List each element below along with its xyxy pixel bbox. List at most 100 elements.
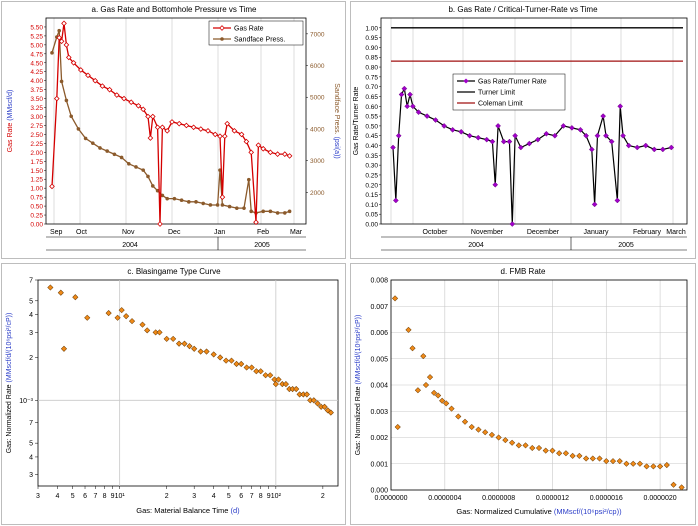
- data-point: [60, 345, 68, 352]
- month-label: Jan: [214, 229, 225, 236]
- data-point: [144, 327, 151, 334]
- y-tick-label: 0.10: [365, 202, 378, 209]
- ratio-point: [651, 146, 658, 153]
- data-point: [279, 381, 286, 388]
- x-tick-label: 7: [250, 493, 254, 500]
- data-point: [576, 452, 583, 459]
- ratio-point: [625, 142, 632, 149]
- pressure-point: [83, 136, 88, 141]
- gas-rate-point: [49, 183, 55, 190]
- ratio-point: [583, 132, 589, 139]
- gas-rate-point: [53, 95, 60, 102]
- y-tick-label: 0.85: [365, 55, 378, 62]
- data-point: [289, 385, 296, 393]
- ratio-point: [543, 130, 550, 137]
- data-point: [482, 429, 489, 436]
- plot-frame: [390, 279, 688, 491]
- pressure-point: [227, 204, 232, 209]
- pressure-point: [64, 98, 69, 103]
- y-axis-units: (MMscf/d/(10⁶psi²/cP)): [6, 313, 13, 383]
- pressure-point: [76, 127, 81, 131]
- gas-rate-point: [65, 54, 72, 61]
- data-point: [405, 326, 412, 333]
- data-point: [583, 455, 590, 462]
- y-tick-label: 0.35: [365, 153, 378, 160]
- data-point: [318, 403, 325, 410]
- panel-turner-rate: b. Gas Rate / Critical-Turner-Rate vs Ti…: [350, 1, 696, 259]
- data-point: [522, 442, 529, 449]
- chart-d: d. FMB Rate 0.0000000 0.0000004 0.0000008 0.…: [355, 267, 688, 516]
- data-point: [114, 314, 121, 321]
- gas-rate-point: [157, 221, 163, 227]
- ratio-point: [500, 138, 507, 145]
- pressure-point: [287, 209, 292, 214]
- data-point: [191, 345, 198, 352]
- data-point: [657, 463, 664, 470]
- y-tick-label: 0.70: [365, 84, 378, 91]
- ratio-point: [410, 103, 416, 110]
- y-tick-label: 0.65: [365, 94, 378, 101]
- pressure-point: [208, 203, 213, 207]
- data-point: [443, 400, 450, 407]
- gas-rate-point: [164, 128, 171, 134]
- pressure-point: [98, 146, 102, 150]
- y-tick-label: 0.002: [370, 435, 388, 442]
- y-tick-label-left: 1.25: [30, 177, 43, 184]
- ratio-point: [407, 91, 413, 98]
- data-point: [310, 397, 317, 404]
- pressure-point: [172, 196, 177, 201]
- data-point: [609, 458, 617, 465]
- gas-rate-point: [121, 95, 127, 102]
- gas-rate-point: [231, 128, 238, 134]
- year-label: 2005: [618, 242, 634, 249]
- gas-rate-point: [219, 194, 226, 200]
- pressure-point: [50, 51, 54, 55]
- ratio-point: [608, 138, 615, 145]
- series-line-gas-rate: [51, 23, 290, 225]
- panel-fmb-rate: d. FMB Rate 0.0000000 0.0000004 0.0000008 0.…: [350, 263, 696, 525]
- gas-rate-point: [99, 83, 106, 89]
- x-tick-label: 10¹: [115, 493, 126, 500]
- gas-rate-point: [212, 131, 219, 138]
- month-label: Nov: [122, 229, 135, 236]
- y-axis-label: Gas: Normalized Rate (MMscf/d/(10⁶psi²/c…: [6, 313, 13, 454]
- y-tick-label: 0.50: [365, 123, 378, 130]
- data-point: [47, 284, 54, 291]
- ratio-point: [517, 144, 524, 151]
- gas-rate-point: [56, 34, 63, 41]
- pressure-point: [160, 193, 165, 198]
- y-tick-label: 5: [29, 298, 33, 305]
- y-tick-label: 5: [29, 441, 33, 448]
- data-point: [170, 335, 177, 342]
- y-tick-label: 0.008: [370, 278, 388, 285]
- y-tick-label-left: 4.75: [30, 51, 43, 58]
- month-label: November: [471, 229, 504, 236]
- ratio-point: [588, 146, 595, 153]
- data-point: [391, 295, 399, 302]
- y-axis-units-right: (psi(a)): [333, 137, 340, 159]
- gas-rate-point: [248, 149, 255, 156]
- y-tick-label: 0.003: [370, 409, 388, 416]
- x-tick-label: 5: [227, 493, 231, 500]
- gas-rate-point: [183, 122, 190, 129]
- y-tick-label: 4: [29, 312, 33, 319]
- y-tick-label: 0.90: [365, 45, 378, 52]
- pressure-point: [201, 201, 205, 206]
- x-tick-label: 0.0000008: [482, 495, 515, 502]
- ratio-point: [466, 132, 473, 139]
- y-tick-label: 2: [29, 355, 33, 362]
- data-point: [238, 360, 245, 368]
- month-label: February: [633, 229, 662, 236]
- y-tick-label-left: 2.00: [30, 150, 43, 157]
- plot-frame: [37, 279, 339, 487]
- y-tick-label: 0.75: [365, 74, 378, 81]
- y-tick-label-left: 3.25: [30, 105, 43, 112]
- ratio-point: [509, 221, 516, 227]
- data-point: [128, 318, 136, 325]
- data-point: [139, 321, 146, 328]
- data-point: [409, 345, 416, 352]
- pressure-point: [155, 188, 160, 193]
- month-label: Dec: [168, 229, 181, 236]
- y-tick-label-left: 5.50: [30, 24, 43, 31]
- ratio-point: [475, 134, 482, 141]
